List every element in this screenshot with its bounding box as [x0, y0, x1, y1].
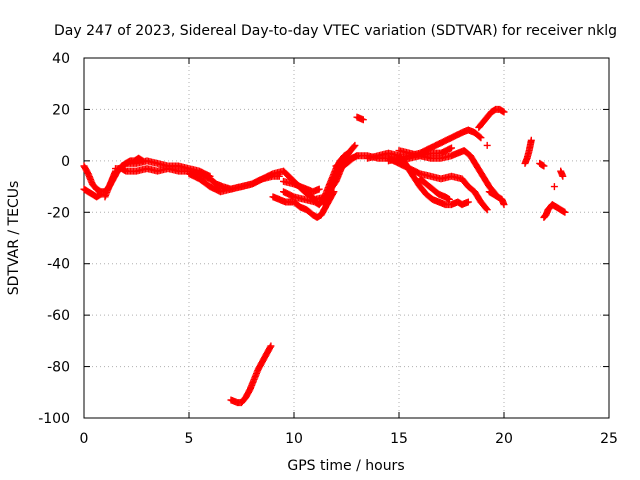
data-point	[345, 149, 353, 157]
x-tick-label: 20	[495, 431, 513, 447]
data-points	[80, 105, 569, 407]
data-point	[445, 195, 453, 203]
series-arc-16	[416, 175, 453, 203]
data-point	[550, 183, 558, 191]
x-tick-label: 0	[80, 431, 89, 447]
plot-frame	[83, 57, 610, 419]
series-arc-12	[353, 113, 367, 124]
data-point	[359, 116, 367, 124]
data-point	[477, 134, 485, 142]
y-tick-label: -100	[38, 411, 70, 427]
series-arc-18	[475, 105, 508, 131]
data-point	[315, 185, 323, 193]
data-point	[448, 144, 455, 152]
series-arc-23	[540, 201, 569, 221]
data-point	[483, 141, 491, 149]
chart-title: Day 247 of 2023, Sidereal Day-to-day VTE…	[54, 23, 617, 39]
x-tick-label: 5	[185, 431, 194, 447]
x-tick-label: 10	[285, 431, 303, 447]
data-point	[267, 342, 275, 350]
data-point	[500, 201, 508, 209]
data-point	[482, 205, 490, 213]
x-axis-label: GPS time / hours	[287, 458, 404, 474]
series-arc-22	[536, 159, 548, 170]
series-arc-21	[521, 136, 535, 167]
series-arc-19	[485, 188, 508, 209]
y-tick-label: -60	[47, 308, 70, 324]
x-tick-label: 15	[390, 431, 408, 447]
data-point	[350, 143, 358, 151]
series-arc-20	[483, 141, 491, 149]
data-point	[483, 206, 491, 214]
series-arc-5	[122, 157, 214, 180]
y-tick-label: 20	[52, 102, 70, 118]
y-tick-label: -40	[47, 257, 70, 273]
y-tick-label: -80	[47, 360, 70, 376]
axis-ticks: 0 5 10 15 20 25 -100 -80 -60 -40 -20 0 20 40	[38, 51, 618, 447]
data-point	[500, 108, 508, 116]
series-arc-6	[185, 141, 359, 203]
data-point	[559, 172, 567, 180]
series-arc-17	[395, 147, 500, 198]
series-arc-25	[557, 167, 567, 180]
data-point	[527, 136, 535, 144]
y-tick-label: 40	[52, 51, 70, 67]
grid-lines	[84, 58, 609, 418]
y-axis-label: SDTVAR / TECUs	[6, 181, 22, 296]
series-arc-14	[385, 154, 491, 214]
data-point	[351, 141, 359, 149]
data-point	[561, 208, 569, 216]
series-arc-9	[280, 177, 323, 196]
x-tick-label: 25	[600, 431, 618, 447]
y-tick-label: 0	[61, 154, 70, 170]
y-tick-label: -20	[47, 205, 70, 221]
data-point	[540, 162, 548, 170]
series-arc-24	[550, 183, 558, 191]
series-arc-26	[227, 342, 275, 407]
data-point	[206, 172, 214, 180]
data-point	[476, 133, 484, 141]
series-arc-2	[80, 185, 105, 201]
data-point	[464, 198, 472, 206]
